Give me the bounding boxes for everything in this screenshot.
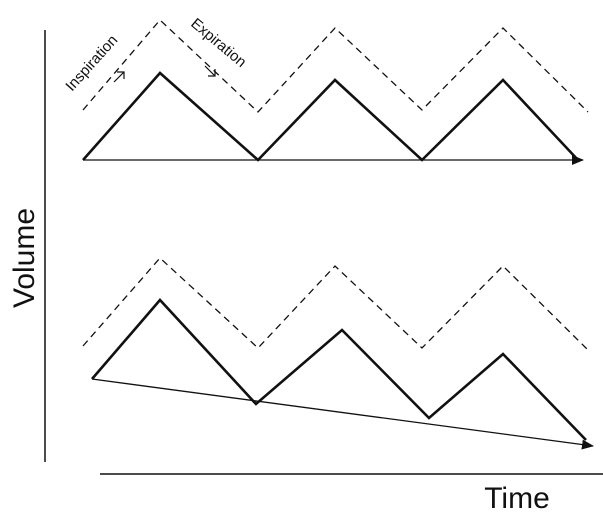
top-envelope-dashed-line: [82, 19, 589, 113]
bottom-panel: [82, 257, 594, 450]
x-axis-label: Time: [484, 482, 550, 512]
top-panel: Inspiration Expiration: [62, 15, 589, 165]
inspiration-arrow-icon: [113, 71, 125, 83]
bottom-tidal-volume-line: [91, 298, 587, 441]
bottom-envelope-dashed-line: [82, 257, 589, 351]
inspiration-label: Inspiration: [62, 32, 121, 95]
expiration-arrow-icon: [204, 65, 216, 77]
y-axis-label: Volume: [8, 208, 41, 308]
top-tidal-volume-line: [82, 71, 579, 162]
expiration-label: Expiration: [187, 15, 249, 71]
bottom-baseline-arrow: [91, 378, 594, 450]
